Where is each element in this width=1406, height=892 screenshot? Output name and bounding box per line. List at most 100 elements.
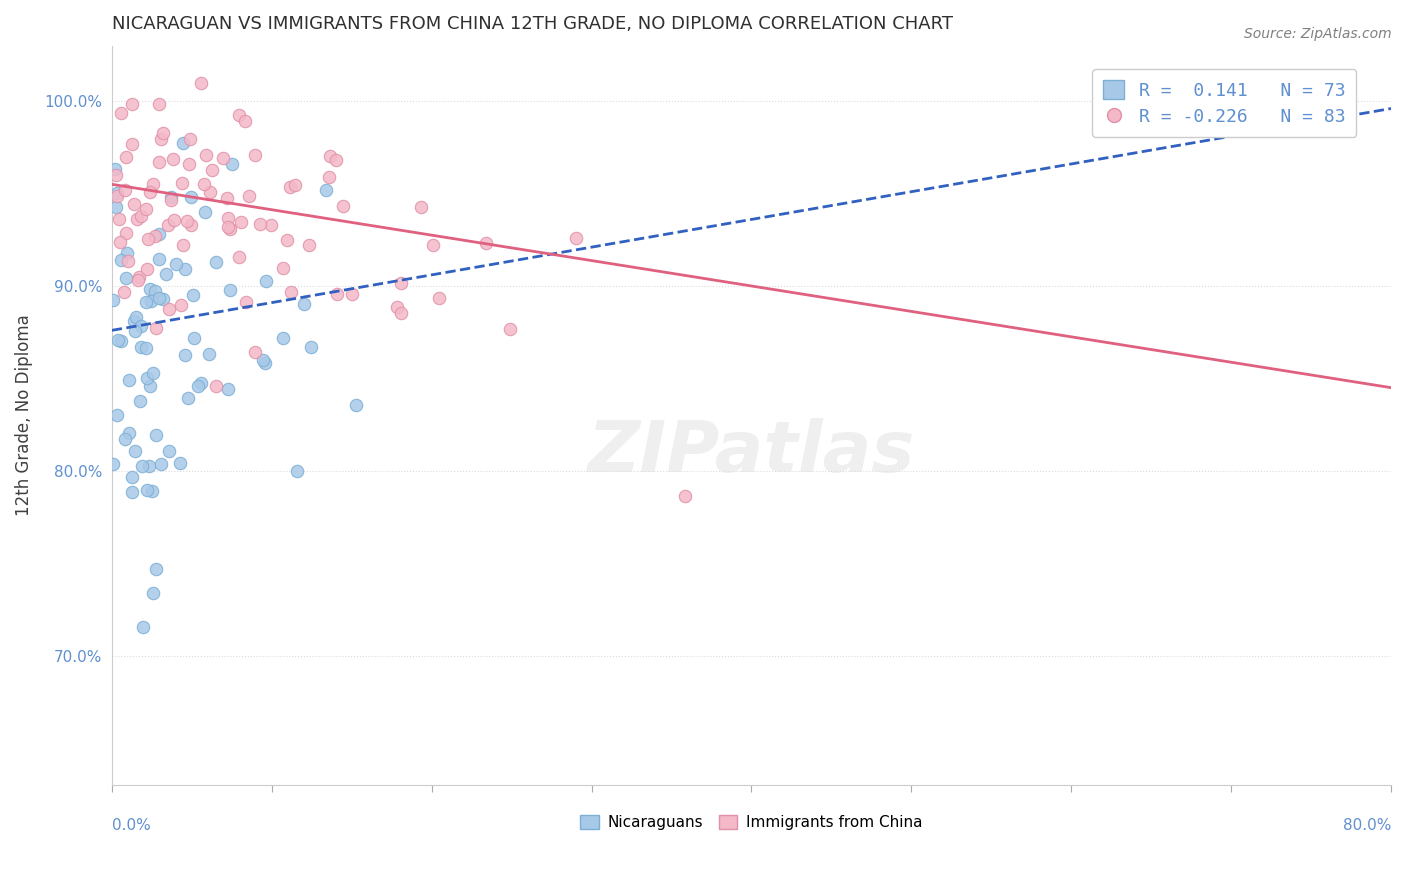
Point <box>385 300 408 314</box>
Point <box>115 226 138 240</box>
Point <box>212 151 235 165</box>
Point <box>195 147 218 161</box>
Point <box>148 227 170 241</box>
Point <box>278 180 301 194</box>
Point <box>172 237 194 252</box>
Point <box>145 428 167 442</box>
Text: ZIPatlas: ZIPatlas <box>588 417 915 487</box>
Point <box>105 408 128 422</box>
Point <box>135 202 157 217</box>
Point <box>136 232 159 246</box>
Point <box>174 348 197 362</box>
Point <box>218 283 240 297</box>
Point <box>127 212 149 227</box>
Point <box>143 284 166 298</box>
Point <box>131 620 153 634</box>
Point <box>121 97 143 112</box>
Point <box>177 392 200 406</box>
Point <box>344 398 367 412</box>
Point <box>125 310 148 325</box>
Point <box>156 218 179 232</box>
Point <box>142 177 165 191</box>
Point <box>243 148 266 162</box>
Point <box>139 293 162 308</box>
Point <box>276 234 298 248</box>
Y-axis label: 12th Grade, No Diploma: 12th Grade, No Diploma <box>15 315 32 516</box>
Point <box>252 353 274 368</box>
Point <box>105 200 128 214</box>
Point <box>121 484 143 499</box>
Point <box>103 457 125 471</box>
Point <box>136 371 159 385</box>
Point <box>122 313 145 327</box>
Point <box>315 183 337 197</box>
Point <box>114 432 136 446</box>
Point <box>221 157 243 171</box>
Point <box>142 366 165 380</box>
Point <box>148 291 170 305</box>
Point <box>332 199 354 213</box>
Point <box>271 261 294 276</box>
Point <box>201 163 224 178</box>
Point <box>284 178 307 192</box>
Point <box>498 322 520 336</box>
Legend: Nicaraguans, Immigrants from China: Nicaraguans, Immigrants from China <box>574 809 929 837</box>
Point <box>108 211 131 226</box>
Point <box>319 148 342 162</box>
Point <box>194 205 217 219</box>
Point <box>128 394 150 409</box>
Point <box>190 376 212 390</box>
Point <box>249 218 271 232</box>
Point <box>152 126 174 140</box>
Point <box>141 483 163 498</box>
Point <box>103 293 125 307</box>
Point <box>215 191 238 205</box>
Point <box>128 270 150 285</box>
Point <box>121 137 143 152</box>
Point <box>108 235 131 249</box>
Point <box>292 297 315 311</box>
Point <box>131 318 153 333</box>
Point <box>172 136 194 151</box>
Point <box>118 373 141 387</box>
Point <box>117 253 139 268</box>
Point <box>299 340 322 354</box>
Point <box>219 222 242 236</box>
Point <box>117 426 139 441</box>
Point <box>162 213 184 227</box>
Point <box>260 218 283 232</box>
Point <box>136 483 159 498</box>
Point <box>389 306 412 320</box>
Point <box>127 272 149 286</box>
Point <box>228 107 250 121</box>
Point <box>138 458 160 473</box>
Point <box>115 271 138 285</box>
Point <box>169 456 191 470</box>
Point <box>148 155 170 169</box>
Point <box>122 197 145 211</box>
Point <box>340 287 363 301</box>
Point <box>254 356 277 370</box>
Point <box>287 464 309 478</box>
Point <box>155 267 177 281</box>
Point <box>121 470 143 484</box>
Point <box>326 287 349 301</box>
Point <box>143 229 166 244</box>
Point <box>170 298 193 312</box>
Point <box>177 157 200 171</box>
Point <box>180 219 202 233</box>
Point <box>136 262 159 277</box>
Point <box>104 168 127 182</box>
Point <box>217 382 239 396</box>
Point <box>157 444 180 458</box>
Point <box>389 276 412 290</box>
Point <box>145 321 167 335</box>
Point <box>139 185 162 199</box>
Point <box>325 153 347 167</box>
Point <box>233 114 256 128</box>
Point <box>131 458 153 473</box>
Point <box>217 211 239 225</box>
Point <box>318 170 340 185</box>
Point <box>183 331 205 345</box>
Point <box>170 176 193 190</box>
